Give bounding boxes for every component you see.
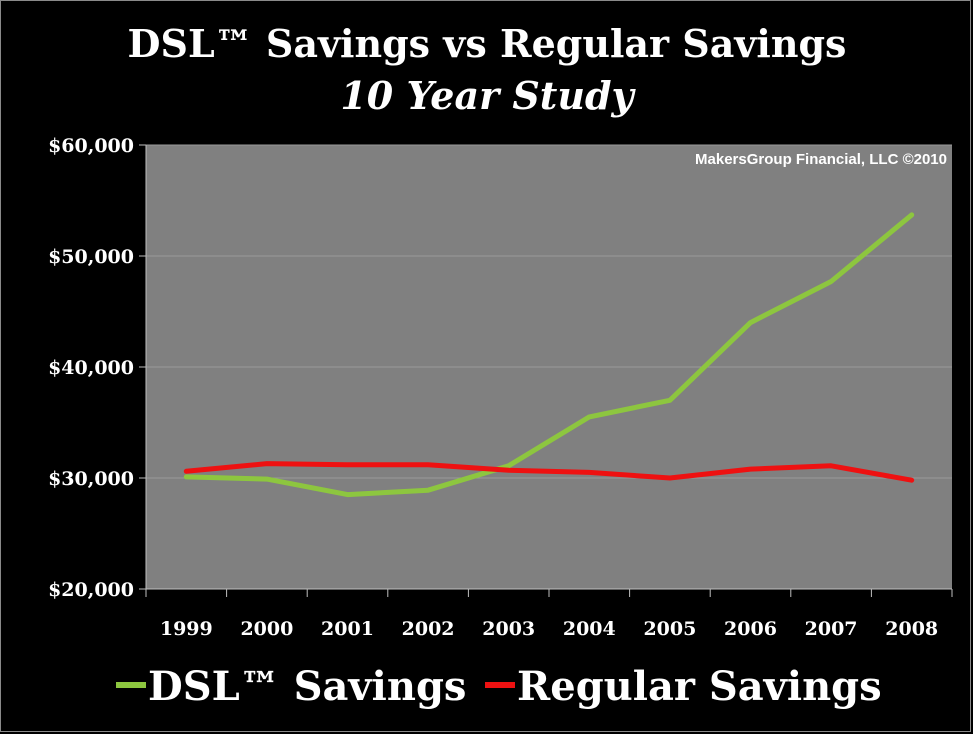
y-tick-label: $60,000 [48,135,134,157]
series-line-dsl-savings [183,212,915,498]
x-tick-label: 2004 [563,618,616,640]
legend-label-dsl-savings: DSL™ Savings [148,663,466,710]
x-tick-label: 2001 [321,618,374,640]
legend: DSL™ Savings Regular Savings [116,663,882,710]
x-tick-label: 1999 [160,618,213,640]
x-tick-label: 2006 [724,618,777,640]
y-tick-label: $40,000 [48,357,134,379]
axes [139,144,953,597]
x-axis-tick-labels: 1999 2000 2001 2002 2003 2004 2005 2006 2007 2008 [160,618,938,640]
x-tick-label: 2007 [805,618,858,640]
gridlines [146,144,952,479]
series-line-regular-savings [183,461,915,483]
chart-subtitle: 10 Year Study [340,73,636,118]
legend-label-regular-savings: Regular Savings [517,663,882,710]
y-tick-label: $30,000 [48,468,134,490]
y-tick-label: $20,000 [48,579,134,601]
x-tick-label: 2002 [402,618,455,640]
chart-title: DSL™ Savings vs Regular Savings [128,21,847,66]
x-tick-label: 2003 [482,618,535,640]
y-tick-label: $50,000 [48,246,134,268]
series-lines [183,212,915,498]
x-tick-label: 2000 [240,618,293,640]
x-tick-label: 2008 [885,618,938,640]
copyright-annotation: MakersGroup Financial, LLC ©2010 [695,151,947,168]
y-axis-tick-labels: $20,000 $30,000 $40,000 $50,000 $60,000 [48,135,134,601]
x-tick-label: 2005 [643,618,696,640]
